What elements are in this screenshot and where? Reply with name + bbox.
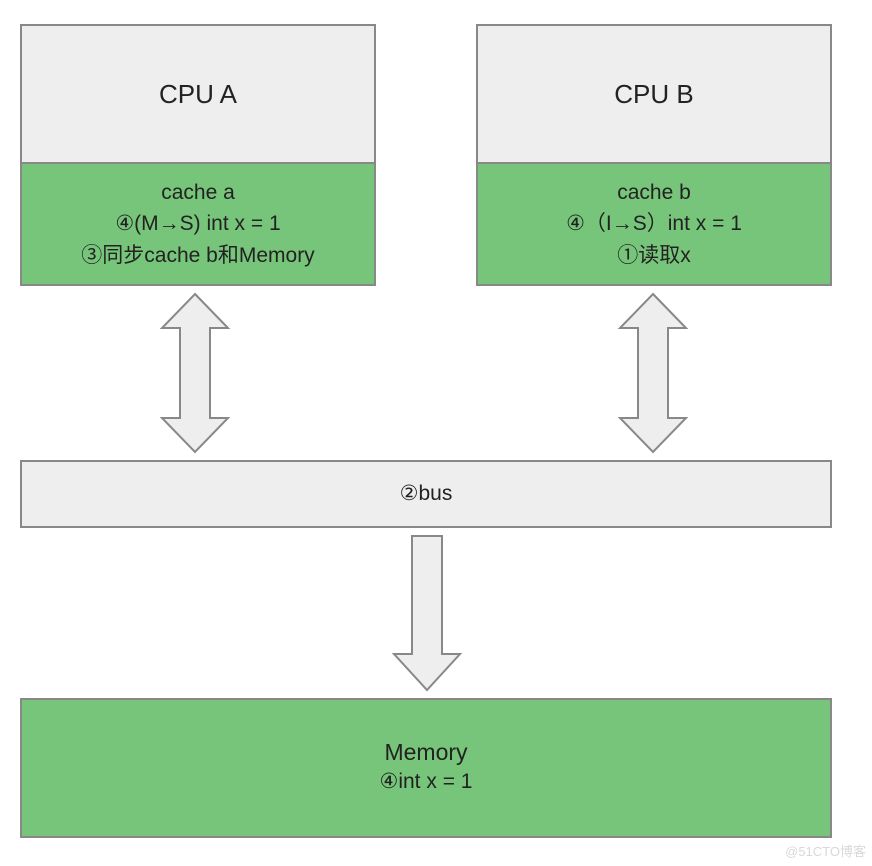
memory-line1: ④int x = 1 — [380, 766, 473, 798]
cache-a-label: cache a — [161, 177, 235, 209]
cpu-a-title: CPU A — [159, 79, 237, 110]
arrow-a-bus-icon — [160, 292, 230, 454]
bus-box: ②bus — [20, 460, 832, 528]
arrow-b-bus-icon — [618, 292, 688, 454]
bus-label: ②bus — [400, 478, 453, 510]
cache-b-label: cache b — [617, 177, 691, 209]
cpu-b-box: CPU B — [476, 24, 832, 164]
cpu-a-box: CPU A — [20, 24, 376, 164]
watermark-text: @51CTO博客 — [785, 841, 866, 860]
cache-a-line1: ④(M→S) int x = 1 — [115, 208, 280, 240]
cache-b-box: cache b ④（I→S）int x = 1 ①读取x — [476, 164, 832, 286]
cache-b-line1: ④（I→S）int x = 1 — [566, 208, 742, 240]
cache-a-box: cache a ④(M→S) int x = 1 ③同步cache b和Memo… — [20, 164, 376, 286]
arrow-bus-memory-icon — [392, 534, 462, 692]
memory-label: Memory — [384, 739, 467, 766]
cpu-b-title: CPU B — [614, 79, 693, 110]
memory-box: Memory ④int x = 1 — [20, 698, 832, 838]
cache-a-line2: ③同步cache b和Memory — [81, 240, 314, 272]
cache-b-line2: ①读取x — [617, 240, 691, 272]
